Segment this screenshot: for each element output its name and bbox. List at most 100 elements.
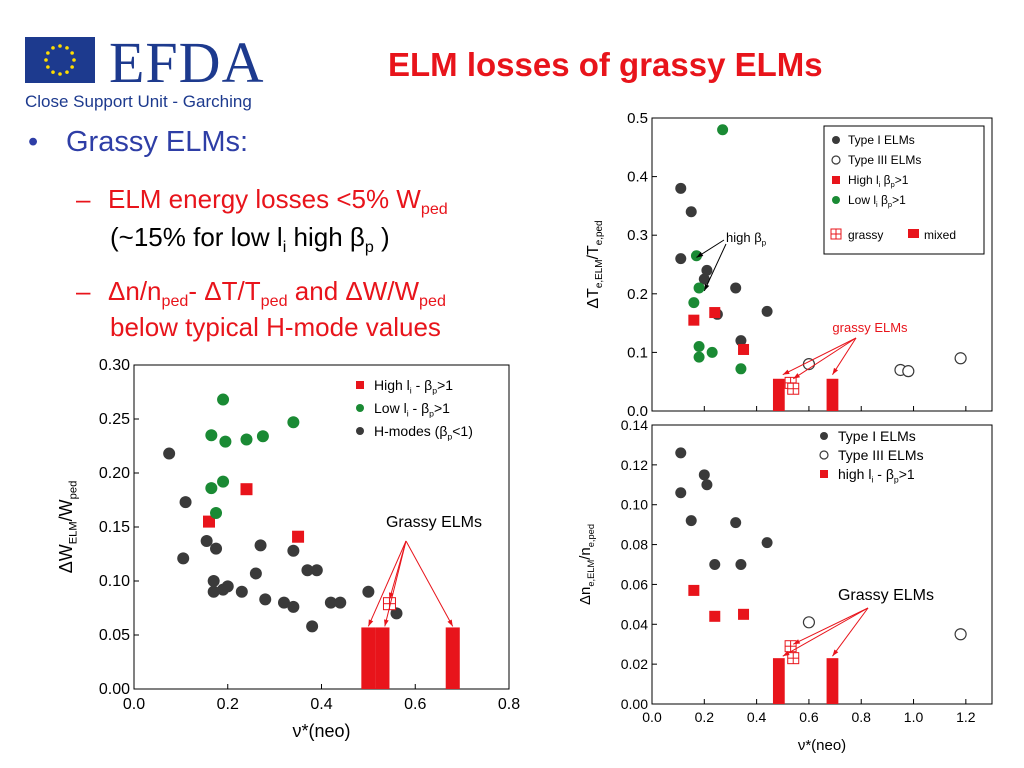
- legend-mixed-mark: [908, 229, 919, 238]
- data-point: [685, 515, 697, 527]
- data-point: [301, 564, 314, 577]
- legend-entry: High li βp>1: [848, 173, 909, 189]
- legend-entry: Low li - βp>1: [374, 400, 450, 419]
- bar-mixed: [375, 627, 390, 689]
- plot-frame: [651, 424, 993, 705]
- flag-star: [65, 70, 69, 74]
- logo-subtitle: Close Support Unit - Garching: [25, 92, 252, 111]
- data-point: [217, 475, 230, 488]
- annotation-arrowhead: [793, 639, 801, 645]
- data-point: [954, 352, 967, 365]
- bar-mixed: [772, 378, 785, 411]
- x-axis-label: ν*(neo): [798, 737, 846, 754]
- item1-text: ELM energy losses <5% W: [108, 184, 421, 214]
- y-tick-label: 0.02: [621, 656, 648, 672]
- data-point: [292, 530, 305, 543]
- y-tick-label: 0.2: [627, 286, 648, 303]
- item2-c-sub: ped: [419, 292, 446, 311]
- data-point: [362, 585, 375, 598]
- x-tick-label: 0.4: [747, 709, 767, 725]
- data-point: [306, 620, 319, 633]
- data-point: [382, 597, 396, 611]
- data-point: [219, 435, 232, 448]
- flag-star: [46, 51, 50, 55]
- data-point: [356, 427, 364, 435]
- x-axis-label: ν*(neo): [292, 721, 350, 741]
- annotation-label: high βp: [726, 230, 767, 247]
- flag-star: [70, 51, 74, 55]
- y-tick-label: 0.00: [99, 681, 130, 698]
- legend-entry: Low li βp>1: [848, 193, 906, 209]
- data-point: [832, 196, 840, 204]
- data-point: [902, 365, 915, 378]
- data-point: [698, 469, 710, 481]
- data-point: [832, 176, 840, 184]
- flag-star: [51, 70, 55, 74]
- slide-title: ELM losses of grassy ELMs: [388, 46, 823, 83]
- x-tick-label: 0.6: [799, 709, 819, 725]
- data-point: [735, 559, 747, 570]
- data-point: [685, 206, 697, 218]
- x-tick-label: 1.0: [904, 709, 924, 725]
- data-point: [249, 567, 262, 580]
- data-point: [693, 282, 705, 294]
- bullet-main: • Grassy ELMs:: [28, 126, 248, 159]
- bullet-item-2: – Δn/nped- ΔT/Tped and ΔW/Wped: [76, 276, 446, 311]
- data-point: [717, 124, 729, 136]
- y-tick-label: 0.12: [621, 457, 648, 473]
- item1-cont-b: high β: [286, 222, 365, 252]
- annotation-label: Grassy ELMs: [838, 587, 934, 604]
- data-point: [675, 253, 687, 265]
- data-point: [310, 564, 323, 577]
- annotation-arrowhead: [704, 283, 710, 291]
- legend-entry: high li - βp>1: [838, 466, 915, 485]
- flag-star: [46, 65, 50, 69]
- y-tick-label: 0.00: [621, 696, 648, 712]
- x-tick-label: 0.4: [310, 696, 332, 713]
- data-point: [830, 228, 842, 240]
- annotation-arrow: [405, 540, 454, 627]
- data-point: [820, 432, 828, 440]
- data-point: [802, 616, 816, 629]
- x-tick-label: 0.2: [695, 709, 715, 725]
- data-point: [693, 341, 705, 353]
- data-point: [221, 580, 234, 593]
- efda-logo: EFDA Close Support Unit - Garching: [25, 30, 297, 117]
- x-tick-label: 1.2: [956, 709, 976, 725]
- item1-cont-a: (~15% for low l: [110, 222, 283, 252]
- annotation-arrow: [782, 337, 857, 376]
- y-tick-label: 0.10: [99, 573, 130, 590]
- legend-entry: H-modes (βp<1): [374, 423, 473, 442]
- y-tick-label: 0.4: [627, 169, 648, 186]
- eu-flag-icon: [25, 37, 95, 83]
- logo-text: EFDA: [109, 30, 265, 95]
- annotation-arrowhead: [832, 367, 839, 375]
- data-point: [217, 393, 230, 406]
- data-point: [738, 608, 750, 620]
- data-point: [177, 552, 190, 565]
- chart-right: 0.0 0.1 0.2 0.3 0.4 0.5 ΔTe,ELM/Te,ped Type I E…: [577, 110, 993, 754]
- data-point: [688, 297, 700, 309]
- bar-mixed: [772, 658, 785, 704]
- plot-left: 0.00 0.05 0.10 0.15 0.20 0.25 0.30 0.0 0.2 0.4 0.6…: [56, 357, 520, 741]
- legend-entry: mixed: [924, 228, 956, 242]
- data-point: [709, 559, 721, 570]
- data-point: [287, 544, 300, 557]
- y-tick-label: 0.30: [99, 357, 130, 374]
- flag-star: [51, 46, 55, 50]
- item1-cont-sub: i: [282, 238, 287, 257]
- flag-star: [65, 46, 69, 50]
- bar-mixed: [826, 658, 839, 704]
- data-point: [235, 585, 248, 598]
- data-point: [688, 584, 700, 596]
- data-point: [179, 496, 192, 509]
- data-point: [287, 416, 300, 429]
- data-point: [287, 600, 300, 613]
- y-tick-label: 0.15: [99, 519, 130, 536]
- bullet-main-text: Grassy ELMs:: [66, 126, 249, 158]
- data-point: [210, 542, 223, 555]
- data-point: [675, 487, 687, 499]
- y-tick-label: 0.5: [627, 110, 648, 127]
- data-point: [802, 358, 816, 371]
- annotation-arrow: [782, 607, 869, 657]
